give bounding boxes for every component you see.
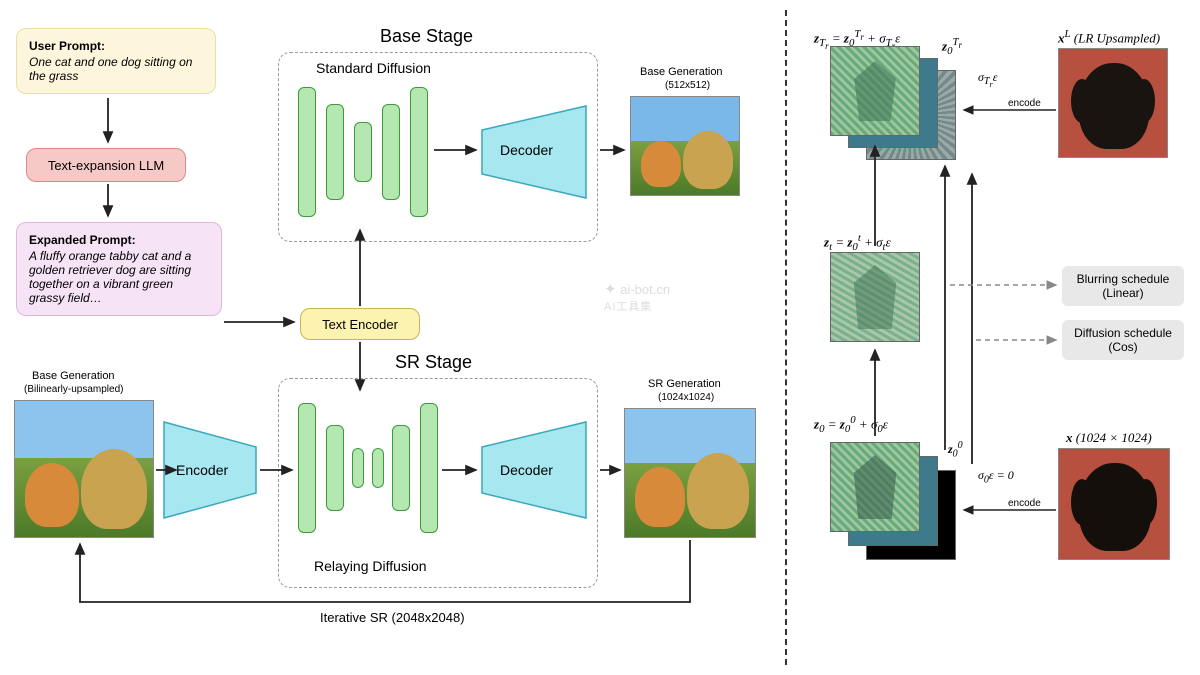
sr-gen-sub: (1024x1024) [658, 392, 714, 403]
encoder-label: Encoder [176, 462, 228, 478]
iterative-sr-label: Iterative SR (2048x2048) [320, 610, 465, 625]
dog-lr-image [1058, 48, 1168, 158]
encode-label-bottom: encode [1008, 498, 1041, 509]
noise-bot-front [830, 442, 920, 532]
blur-schedule-box: Blurring schedule (Linear) [1062, 266, 1184, 306]
expanded-prompt-text: A fluffy orange tabby cat and a golden r… [29, 249, 209, 305]
base-decoder-label: Decoder [500, 142, 553, 158]
base-gen2-sub: (Bilinearly-upsampled) [24, 384, 123, 395]
base-gen-image [630, 96, 740, 196]
panel-divider [785, 10, 787, 665]
watermark: ✦ ai-bot.cn AI工具集 [604, 280, 670, 314]
sr-unet [298, 398, 444, 548]
noise-top-front [830, 46, 920, 136]
eq-zt: zt = z0t + σtε [824, 232, 891, 253]
sr-gen-image [624, 408, 756, 538]
eq-x: x (1024 × 1024) [1066, 430, 1152, 446]
llm-label: Text-expansion LLM [48, 158, 164, 173]
base-gen2-title: Base Generation [32, 370, 115, 382]
user-prompt-box: User Prompt: One cat and one dog sitting… [16, 28, 216, 94]
diffusion-schedule-box: Diffusion schedule (Cos) [1062, 320, 1184, 360]
eq-z0Tr: z0Tr [942, 36, 962, 57]
sr-decoder-label: Decoder [500, 462, 553, 478]
noise-mid [830, 252, 920, 342]
base-unet [298, 82, 438, 230]
text-expansion-llm-box: Text-expansion LLM [26, 148, 186, 182]
eq-sigma0: σ0ε = 0 [978, 468, 1014, 485]
right-schedule-panel: zTr = z0Tr + σTrε z0Tr σTrε xL (LR Upsam… [800, 0, 1200, 675]
eq-z0: z0 = z00 + σ0ε [814, 414, 888, 435]
base-gen-sub: (512x512) [665, 80, 710, 91]
base-stage-title: Base Stage [380, 26, 473, 47]
std-diffusion-label: Standard Diffusion [316, 60, 431, 76]
base-gen-title: Base Generation [640, 66, 723, 78]
sr-gen-title: SR Generation [648, 378, 721, 390]
eq-z00: z00 [948, 440, 963, 459]
base-gen2-image [14, 400, 154, 538]
relaying-diffusion-label: Relaying Diffusion [314, 558, 427, 574]
left-pipeline-panel: User Prompt: One cat and one dog sitting… [0, 0, 780, 675]
user-prompt-title: User Prompt: [29, 39, 203, 53]
text-encoder-box: Text Encoder [300, 308, 420, 340]
eq-sigmaTr: σTrε [978, 70, 997, 89]
encode-label-top: encode [1008, 98, 1041, 109]
user-prompt-text: One cat and one dog sitting on the grass [29, 55, 203, 83]
expanded-prompt-box: Expanded Prompt: A fluffy orange tabby c… [16, 222, 222, 316]
text-encoder-label: Text Encoder [322, 317, 398, 332]
expanded-prompt-title: Expanded Prompt: [29, 233, 209, 247]
eq-xL: xL (LR Upsampled) [1058, 28, 1160, 46]
sr-stage-title: SR Stage [395, 352, 472, 373]
dog-hr-image [1058, 448, 1170, 560]
